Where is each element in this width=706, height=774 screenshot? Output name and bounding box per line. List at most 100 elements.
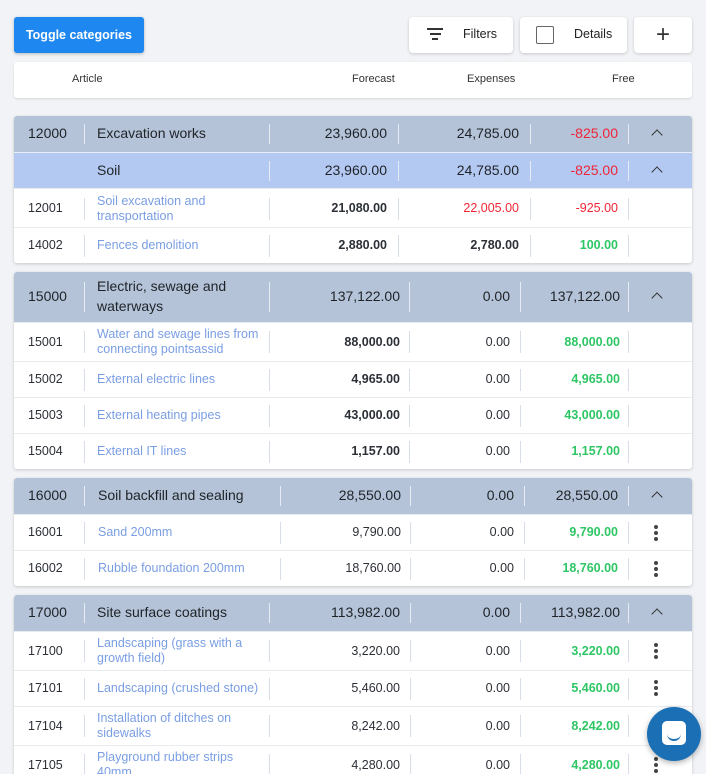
table-row[interactable]: 16001 Sand 200mm 9,790.00 0.00 9,790.00 xyxy=(14,514,692,550)
article-free: 4,965.00 xyxy=(571,372,620,386)
category-group: 16000 Soil backfill and sealing 28,550.0… xyxy=(14,478,692,586)
subcategory-header[interactable]: Soil 23,960.00 24,785.00 -825.00 xyxy=(14,152,692,188)
article-code: 15001 xyxy=(28,335,63,349)
article-name-link[interactable]: Installation of ditches on sidewalks xyxy=(97,711,232,740)
category-code: 15000 xyxy=(28,288,67,304)
category-code: 12000 xyxy=(28,125,67,141)
subcategory-forecast: 23,960.00 xyxy=(324,162,387,178)
article-code: 15003 xyxy=(28,408,63,422)
article-expenses: 0.00 xyxy=(485,444,510,458)
article-forecast: 18,760.00 xyxy=(345,561,401,575)
article-forecast: 8,242.00 xyxy=(351,719,400,733)
table-row[interactable]: 17105 Playground rubber strips 40mm 4,28… xyxy=(14,745,692,774)
collapse-chevron-icon[interactable] xyxy=(651,489,663,501)
article-forecast: 4,965.00 xyxy=(351,372,400,386)
category-expenses: 0.00 xyxy=(482,288,510,304)
article-code: 17101 xyxy=(28,681,63,695)
table-row[interactable]: 14002 Fences demolition 2,880.00 2,780.0… xyxy=(14,227,692,263)
article-name-link[interactable]: External electric lines xyxy=(97,372,216,386)
article-expenses: 0.00 xyxy=(485,644,510,658)
column-forecast[interactable]: Forecast xyxy=(352,73,395,85)
article-expenses: 0.00 xyxy=(489,561,514,575)
article-free: 88,000.00 xyxy=(564,335,620,349)
article-free: 5,460.00 xyxy=(571,681,620,695)
category-group: 15000 Electric, sewage and waterways 137… xyxy=(14,272,692,469)
article-free: 18,760.00 xyxy=(562,561,618,575)
chat-launcher-button[interactable] xyxy=(647,707,701,761)
table-row[interactable]: 12001 Soil excavation and transportation… xyxy=(14,188,692,227)
article-free: -925.00 xyxy=(575,201,618,215)
more-options-icon[interactable] xyxy=(654,757,658,773)
article-forecast: 5,460.00 xyxy=(351,681,400,695)
toolbar: Toggle categories Filters Details + xyxy=(0,0,706,60)
table-row[interactable]: 15001 Water and sewage lines from connec… xyxy=(14,322,692,361)
toggle-categories-button[interactable]: Toggle categories xyxy=(14,17,144,53)
article-forecast: 3,220.00 xyxy=(351,644,400,658)
category-header[interactable]: 17000 Site surface coatings 113,982.00 0… xyxy=(14,595,692,631)
add-button[interactable]: + xyxy=(634,17,692,53)
category-expenses: 0.00 xyxy=(486,487,514,503)
article-name-link[interactable]: Landscaping (crushed stone) xyxy=(97,681,259,695)
article-name-link[interactable]: Sand 200mm xyxy=(98,525,173,539)
plus-icon: + xyxy=(655,21,670,48)
more-options-icon[interactable] xyxy=(654,643,658,659)
article-name-link[interactable]: Water and sewage lines from connecting p… xyxy=(97,327,259,356)
table-row[interactable]: 16002 Rubble foundation 200mm 18,760.00 … xyxy=(14,550,692,586)
table-row[interactable]: 17101 Landscaping (crushed stone) 5,460.… xyxy=(14,670,692,706)
category-header[interactable]: 16000 Soil backfill and sealing 28,550.0… xyxy=(14,478,692,514)
category-forecast: 113,982.00 xyxy=(330,604,400,620)
collapse-chevron-icon[interactable] xyxy=(651,290,663,302)
collapse-chevron-icon[interactable] xyxy=(651,127,663,139)
article-forecast: 9,790.00 xyxy=(352,525,401,539)
table-row[interactable]: 15004 External IT lines 1,157.00 0.00 1,… xyxy=(14,433,692,469)
more-options-icon[interactable] xyxy=(654,561,658,577)
article-code: 15004 xyxy=(28,444,63,458)
article-name-link[interactable]: Rubble foundation 200mm xyxy=(98,561,245,575)
article-expenses: 0.00 xyxy=(485,758,510,772)
article-free: 9,790.00 xyxy=(569,525,618,539)
article-code: 15002 xyxy=(28,372,63,386)
filters-button[interactable]: Filters xyxy=(409,17,513,53)
category-expenses: 0.00 xyxy=(482,604,510,620)
table-row[interactable]: 15003 External heating pipes 43,000.00 0… xyxy=(14,397,692,433)
subcategory-expenses: 24,785.00 xyxy=(456,162,519,178)
article-name-link[interactable]: Playground rubber strips 40mm xyxy=(97,750,234,774)
column-free[interactable]: Free xyxy=(612,73,635,85)
column-article[interactable]: Article xyxy=(72,73,103,85)
table-row[interactable]: 17104 Installation of ditches on sidewal… xyxy=(14,706,692,745)
details-toggle[interactable]: Details xyxy=(520,17,627,53)
category-header[interactable]: 15000 Electric, sewage and waterways 137… xyxy=(14,272,692,322)
column-expenses[interactable]: Expenses xyxy=(467,73,516,85)
table-row[interactable]: 17100 Landscaping (grass with a growth f… xyxy=(14,631,692,670)
more-options-icon[interactable] xyxy=(654,525,658,541)
filters-label: Filters xyxy=(463,27,498,41)
category-name: Site surface coatings xyxy=(97,604,227,620)
more-options-icon[interactable] xyxy=(654,680,658,696)
article-expenses: 0.00 xyxy=(485,372,510,386)
category-group: 12000 Excavation works 23,960.00 24,785.… xyxy=(14,116,692,263)
checkbox-icon[interactable] xyxy=(536,26,554,44)
article-name-link[interactable]: Soil excavation and transportation xyxy=(97,194,206,223)
article-free: 3,220.00 xyxy=(571,644,620,658)
article-name-link[interactable]: External IT lines xyxy=(97,444,187,458)
article-code: 16001 xyxy=(28,525,63,539)
article-forecast: 88,000.00 xyxy=(344,335,400,349)
article-forecast: 21,080.00 xyxy=(331,201,387,215)
article-name-link[interactable]: Landscaping (grass with a growth field) xyxy=(97,636,243,665)
category-forecast: 137,122.00 xyxy=(329,288,400,304)
details-label: Details xyxy=(574,27,613,41)
article-expenses: 0.00 xyxy=(489,525,514,539)
category-expenses: 24,785.00 xyxy=(456,125,519,141)
article-code: 17100 xyxy=(28,644,63,658)
category-header[interactable]: 12000 Excavation works 23,960.00 24,785.… xyxy=(14,116,692,152)
table-row[interactable]: 15002 External electric lines 4,965.00 0… xyxy=(14,361,692,397)
article-code: 17105 xyxy=(28,758,63,772)
article-code: 12001 xyxy=(28,201,63,215)
article-name-link[interactable]: Fences demolition xyxy=(97,238,199,252)
collapse-chevron-icon[interactable] xyxy=(651,164,663,176)
article-free: 1,157.00 xyxy=(571,444,620,458)
chat-icon xyxy=(662,721,686,745)
table-header: Article Forecast Expenses Free xyxy=(14,62,692,98)
collapse-chevron-icon[interactable] xyxy=(651,606,663,618)
article-name-link[interactable]: External heating pipes xyxy=(97,408,221,422)
